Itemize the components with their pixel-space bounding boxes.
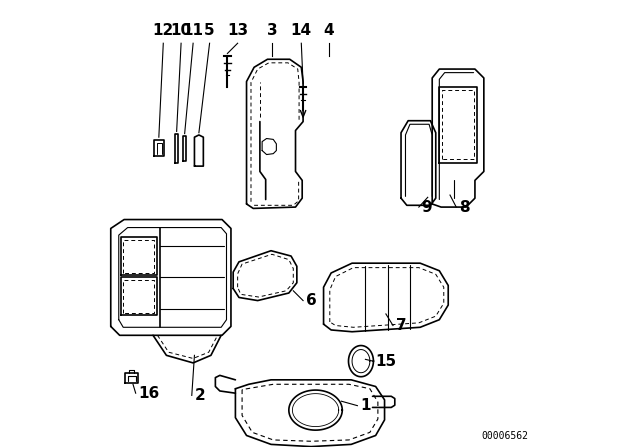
Text: 2: 2 <box>195 388 205 403</box>
Text: 16: 16 <box>138 386 159 401</box>
Text: 12: 12 <box>153 23 174 38</box>
Text: 3: 3 <box>267 23 277 38</box>
Text: 7: 7 <box>396 318 406 333</box>
Text: 9: 9 <box>422 199 432 215</box>
Text: 10: 10 <box>170 23 191 38</box>
Text: 1: 1 <box>360 398 371 413</box>
Text: 6: 6 <box>306 293 317 308</box>
Text: 11: 11 <box>182 23 204 38</box>
Text: 8: 8 <box>459 199 470 215</box>
Text: 00006562: 00006562 <box>481 431 529 441</box>
Text: 13: 13 <box>227 23 248 38</box>
Text: 15: 15 <box>376 353 397 369</box>
Text: 14: 14 <box>291 23 312 38</box>
Text: 4: 4 <box>324 23 334 38</box>
Text: 5: 5 <box>204 23 215 38</box>
